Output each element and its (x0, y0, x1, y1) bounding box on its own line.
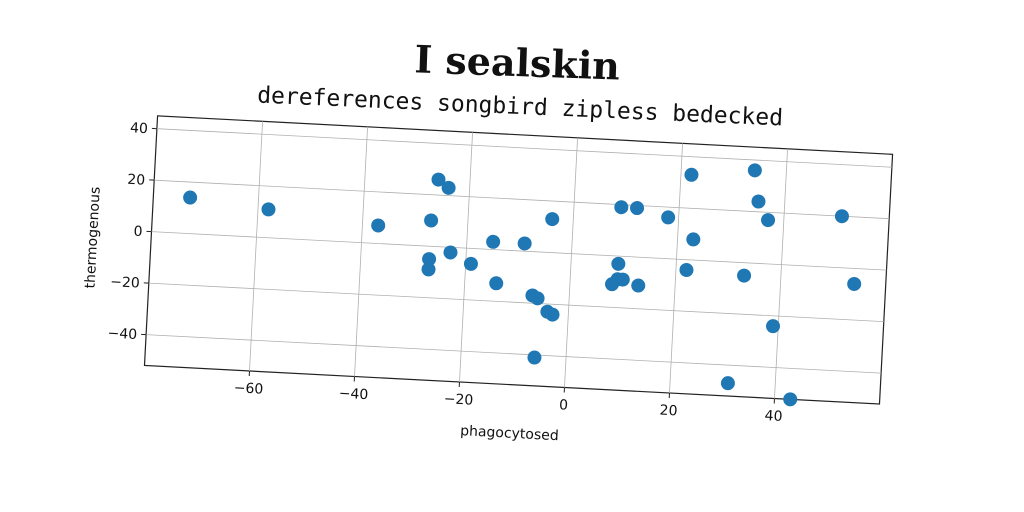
data-point (443, 245, 458, 260)
y-tick-label: −40 (107, 326, 137, 344)
y-tick-label: 40 (130, 120, 149, 137)
x-grid-line (669, 143, 683, 394)
data-point (545, 212, 560, 227)
data-point (424, 213, 439, 228)
data-point (489, 276, 504, 291)
x-grid-line (249, 121, 263, 372)
data-point (517, 236, 532, 251)
y-grid-line (156, 128, 892, 168)
data-point (834, 209, 849, 224)
x-grid-line (774, 148, 788, 399)
data-point (441, 180, 456, 195)
data-point (661, 210, 676, 225)
grid-lines (146, 121, 892, 399)
data-point (630, 201, 645, 216)
data-point (545, 307, 560, 322)
plot-frame (143, 115, 894, 405)
data-point (615, 272, 630, 287)
x-ticks: −60 −40 −20 0 20 40 (233, 370, 783, 425)
data-point (679, 263, 694, 278)
data-point (431, 172, 446, 187)
y-ticks: −40 −20 0 20 40 (107, 120, 157, 344)
data-point (183, 190, 198, 205)
x-axis-label: phagocytosed (460, 423, 559, 444)
y-tick-label: 20 (127, 172, 146, 189)
data-point (371, 218, 386, 233)
data-point (847, 276, 862, 291)
y-grid-line (154, 179, 890, 220)
x-tick-label: 40 (764, 408, 783, 425)
x-tick-label: 20 (659, 403, 678, 420)
data-point (486, 234, 501, 249)
data-point (530, 291, 545, 306)
x-tick-label: 0 (559, 397, 569, 413)
x-tick-label: −40 (338, 386, 368, 404)
data-point (684, 167, 699, 182)
data-point (611, 256, 626, 271)
data-point (463, 256, 478, 271)
x-tick-label: −60 (233, 380, 263, 398)
data-point (527, 350, 542, 365)
x-grid-line (354, 126, 368, 377)
data-point (631, 278, 646, 293)
data-points (183, 163, 862, 407)
data-point (720, 376, 735, 391)
data-point (421, 262, 436, 277)
data-point (737, 268, 752, 283)
y-tick-label: 0 (133, 224, 143, 240)
y-tick-label: −20 (110, 274, 140, 292)
data-point (422, 252, 437, 267)
data-point (747, 163, 762, 178)
data-point (261, 202, 276, 217)
data-point (766, 319, 781, 334)
y-axis-label: thermogenous (82, 186, 103, 288)
x-tick-label: −20 (443, 391, 473, 409)
x-grid-line (459, 132, 473, 383)
x-grid-line (564, 137, 578, 388)
data-point (761, 213, 776, 228)
y-grid-line (151, 231, 887, 271)
y-grid-line (148, 282, 884, 323)
data-point (751, 194, 766, 209)
data-point (614, 200, 629, 215)
data-point (783, 392, 798, 407)
data-point (686, 232, 701, 247)
y-grid-line (146, 334, 882, 374)
